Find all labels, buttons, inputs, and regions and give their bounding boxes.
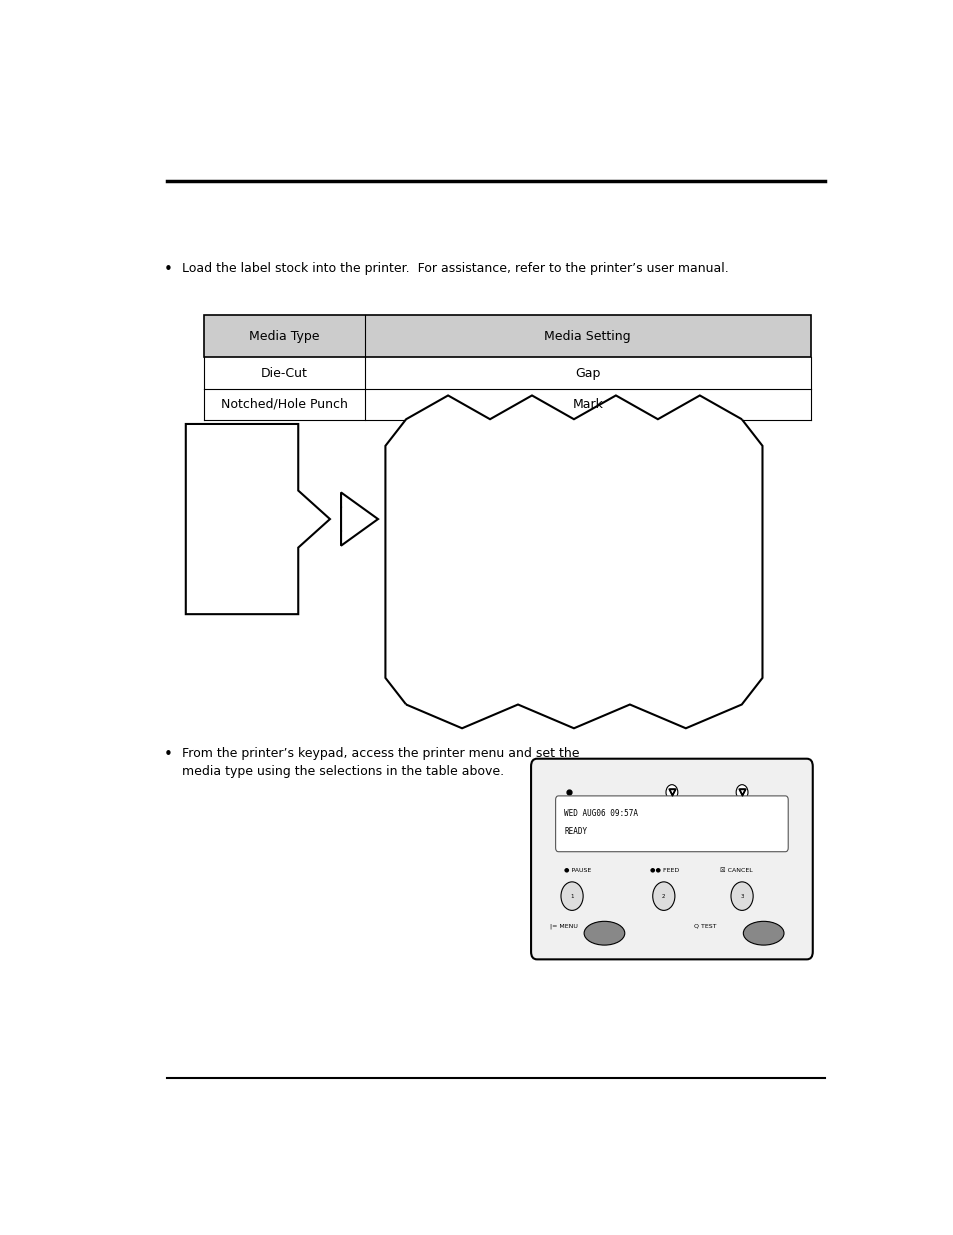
Text: From the printer’s keypad, access the printer menu and set the
media type using : From the printer’s keypad, access the pr… xyxy=(182,747,579,778)
Text: READY: READY xyxy=(564,826,587,836)
Text: Load the label stock into the printer.  For assistance, refer to the printer’s u: Load the label stock into the printer. F… xyxy=(182,262,728,275)
Text: 2: 2 xyxy=(661,894,665,899)
Ellipse shape xyxy=(583,921,624,945)
Text: Media Type: Media Type xyxy=(249,330,319,342)
Text: •: • xyxy=(164,262,172,278)
Circle shape xyxy=(652,882,674,910)
Text: Media Setting: Media Setting xyxy=(544,330,630,342)
Text: Gap: Gap xyxy=(575,367,599,379)
Text: ●● FEED: ●● FEED xyxy=(650,868,679,873)
Text: 1: 1 xyxy=(570,894,573,899)
Text: •: • xyxy=(164,747,172,762)
Polygon shape xyxy=(341,493,377,546)
Text: WED AUG06 09:57A: WED AUG06 09:57A xyxy=(564,809,638,818)
Polygon shape xyxy=(186,424,330,614)
Circle shape xyxy=(560,882,582,910)
Circle shape xyxy=(730,882,752,910)
Text: ● PAUSE: ● PAUSE xyxy=(563,868,591,873)
Text: Mark: Mark xyxy=(572,398,602,411)
Text: Notched/Hole Punch: Notched/Hole Punch xyxy=(221,398,348,411)
Circle shape xyxy=(665,784,678,800)
FancyBboxPatch shape xyxy=(531,758,812,960)
Polygon shape xyxy=(385,395,761,729)
Bar xyxy=(204,315,810,357)
Text: ☒ CANCEL: ☒ CANCEL xyxy=(720,868,753,873)
Text: Q TEST: Q TEST xyxy=(693,924,716,929)
Text: Die-Cut: Die-Cut xyxy=(261,367,308,379)
Ellipse shape xyxy=(742,921,783,945)
Text: 3: 3 xyxy=(740,894,743,899)
Circle shape xyxy=(736,784,747,800)
FancyBboxPatch shape xyxy=(555,795,787,852)
Text: |= MENU: |= MENU xyxy=(550,923,578,929)
